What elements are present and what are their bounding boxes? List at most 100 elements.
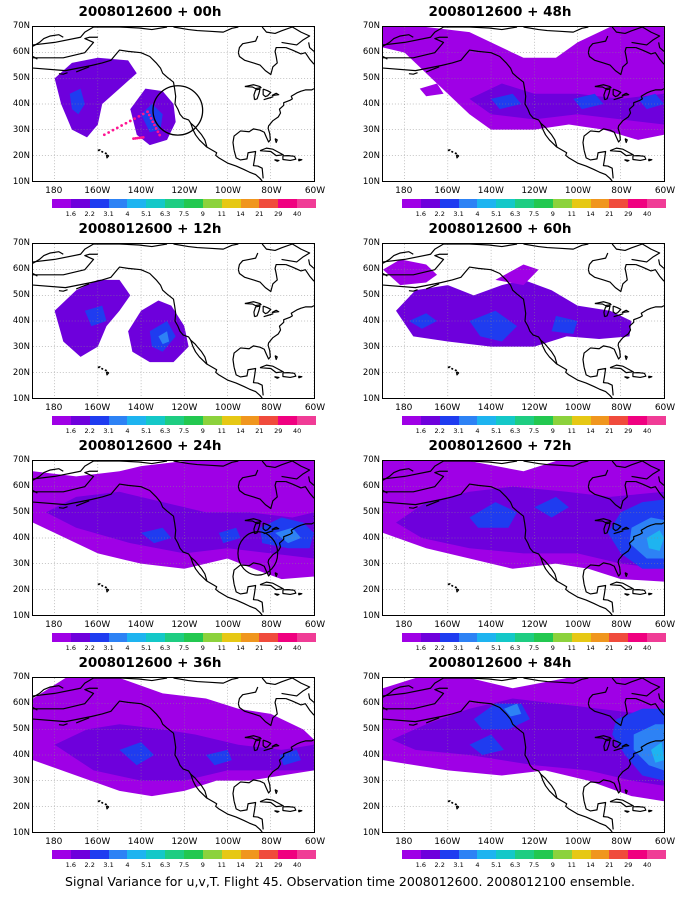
longitude-tick-label: 60W — [654, 403, 676, 413]
coastline — [383, 49, 613, 181]
variance-shading — [650, 742, 664, 763]
coastline — [75, 66, 90, 73]
coastline — [383, 483, 613, 615]
colorbar — [52, 199, 317, 208]
colorbar-swatch — [70, 416, 90, 425]
colorbar-label: 14 — [236, 427, 245, 435]
coastline — [621, 92, 630, 97]
coastline — [105, 154, 110, 159]
colorbar-label: 3.1 — [103, 210, 114, 218]
longitude-tick-label: 60W — [654, 186, 676, 196]
colorbar-swatch — [202, 850, 222, 859]
longitude-tick-label: 60W — [304, 837, 326, 847]
colorbar-label: 29 — [624, 427, 633, 435]
colorbar-swatch — [534, 416, 553, 425]
coastline — [383, 700, 613, 832]
coastline — [253, 305, 261, 318]
colorbar-swatch — [89, 199, 109, 208]
coastline — [308, 259, 314, 269]
colorbar-label: 5.1 — [491, 427, 502, 435]
colorbar-label: 5.1 — [491, 861, 502, 869]
colorbar-swatch — [297, 199, 317, 208]
panel-title: 2008012600 + 00h — [78, 4, 222, 20]
map-panel-84h: 2008012600 + 84h 70N 60N 50N 40N 30N 20N 10N 18… — [350, 655, 675, 869]
map-canvas — [33, 678, 314, 832]
variance-shading — [54, 57, 137, 138]
variance-shading — [469, 83, 664, 125]
longitude-tick-label: 120W — [171, 837, 198, 847]
colorbar-swatch — [165, 850, 185, 859]
colorbar-swatch — [420, 416, 440, 425]
figure-caption: Signal Variance for u,v,T. Flight 45. Ob… — [65, 874, 635, 889]
coastline — [253, 739, 261, 752]
colorbar-label: 9 — [550, 427, 555, 435]
coastline — [274, 138, 278, 144]
coastline — [259, 798, 284, 808]
coastline — [383, 253, 448, 276]
colorbar-label: 1.6 — [415, 861, 427, 869]
coastline — [271, 526, 280, 531]
colorbar-swatch — [52, 633, 71, 642]
colorbar-label: 29 — [274, 861, 283, 869]
colorbar-label: 3.1 — [453, 427, 464, 435]
coastline — [253, 522, 261, 535]
coastline — [454, 586, 458, 589]
colorbar-swatch — [127, 850, 147, 859]
colorbar-label: 29 — [624, 210, 633, 218]
latitude-tick-label: 10N — [12, 394, 30, 404]
coastline — [587, 469, 609, 487]
colorbar-label: 7.5 — [178, 427, 190, 435]
coastline — [594, 84, 612, 90]
coastline — [297, 809, 303, 813]
coastline — [383, 461, 518, 480]
coastline — [451, 801, 454, 804]
coastline — [33, 273, 38, 277]
colorbar-swatch — [108, 416, 128, 425]
colorbar-label: 11 — [567, 861, 576, 869]
longitude-tick-label: 60W — [654, 837, 676, 847]
coastline — [281, 244, 311, 263]
longitude-tick-label: 180 — [395, 186, 413, 196]
longitude-tick-label: 80W — [261, 837, 282, 847]
colorbar-label: 14 — [236, 644, 245, 652]
colorbar-label: 4 — [475, 644, 480, 652]
colorbar-swatch — [184, 199, 203, 208]
coastline — [58, 723, 68, 726]
colorbar-swatch — [165, 633, 185, 642]
colorbar-swatch — [590, 850, 610, 859]
coastline — [33, 253, 98, 276]
colorbar-label: 7.5 — [528, 210, 540, 218]
coastline — [75, 717, 90, 724]
flight-track-point — [154, 127, 158, 130]
latitude-tick-label: 20N — [12, 151, 30, 161]
coastline — [33, 34, 64, 47]
flight-track-point — [120, 124, 124, 127]
coastline — [611, 461, 643, 469]
coastline — [173, 678, 239, 684]
colorbar-label: 11 — [567, 210, 576, 218]
colorbar-label: 40 — [293, 861, 302, 869]
colorbar-swatch — [127, 633, 147, 642]
coastline — [33, 468, 64, 481]
colorbar-swatch — [515, 416, 535, 425]
map-panel-72h: 2008012600 + 72h 70N 60N 50N 40N 30N 20N 10N 18… — [350, 438, 675, 652]
coastline — [383, 707, 388, 711]
coastline — [624, 810, 630, 813]
latitude-tick-label: 50N — [362, 507, 380, 517]
coastline — [104, 369, 108, 372]
colorbar-swatch — [590, 199, 610, 208]
coastline — [285, 263, 314, 282]
coastline — [263, 747, 274, 752]
coastline — [244, 84, 262, 90]
flight-track-point — [156, 130, 160, 134]
colorbar-label: 21 — [255, 861, 264, 869]
coastline — [262, 522, 272, 532]
colorbar-label: 1.6 — [65, 427, 77, 435]
latitude-tick-label: 50N — [12, 724, 30, 734]
longitude-tick-label: 100W — [214, 837, 241, 847]
latitude-tick-label: 70N — [362, 21, 380, 31]
colorbar-swatch — [458, 850, 478, 859]
coastline — [587, 697, 636, 727]
coastline — [105, 371, 110, 376]
coastline — [274, 789, 278, 795]
